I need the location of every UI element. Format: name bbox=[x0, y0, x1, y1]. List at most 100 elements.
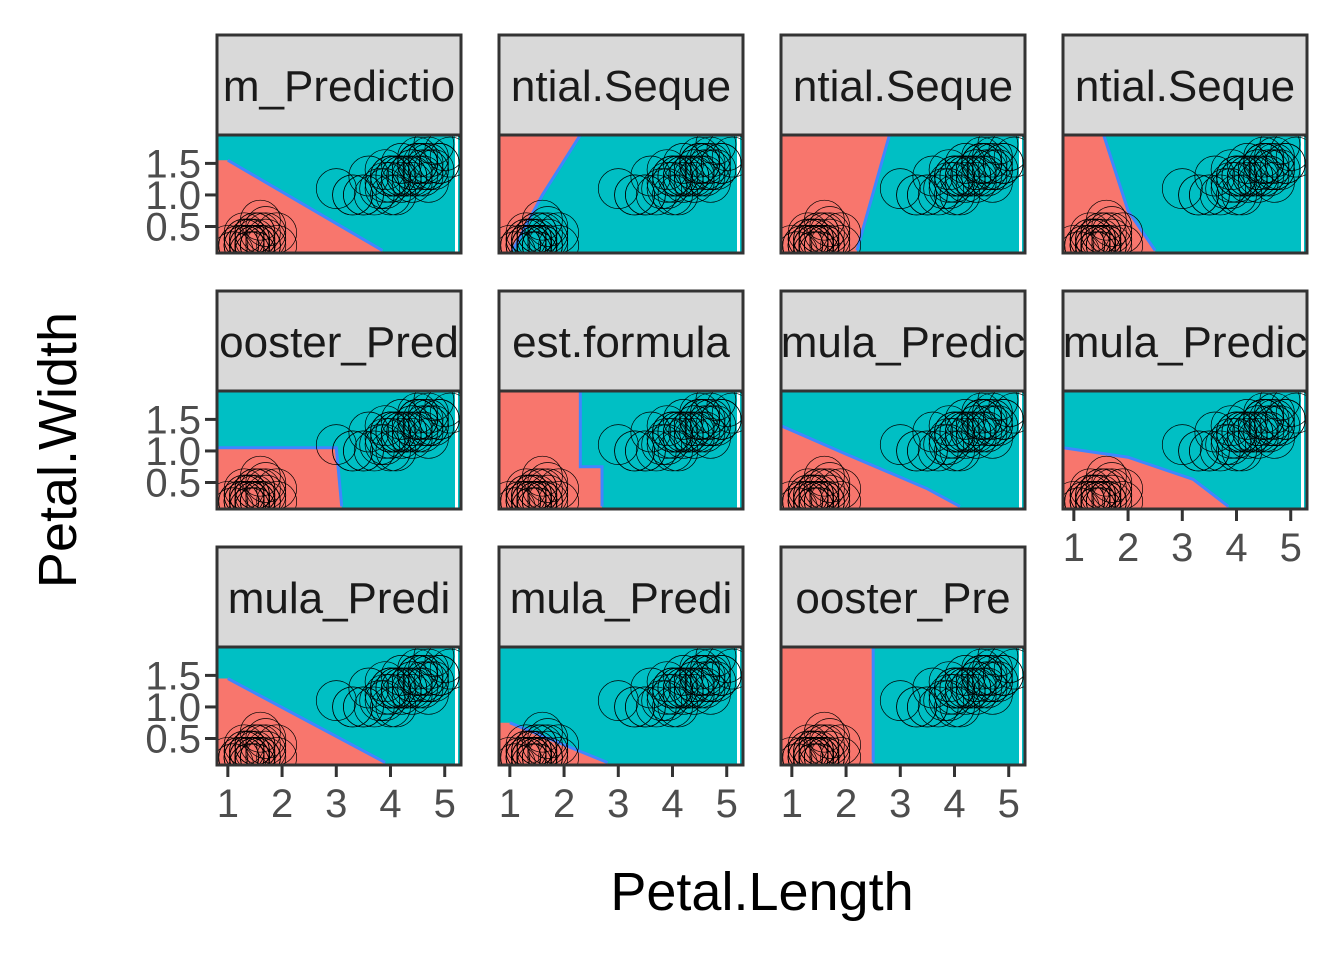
data-point bbox=[657, 430, 699, 472]
data-point bbox=[955, 155, 997, 197]
data-point bbox=[793, 218, 834, 253]
data-point bbox=[511, 225, 552, 253]
facet-strip-label: ntial.Seque bbox=[511, 62, 731, 111]
x-tick-label: 2 bbox=[1117, 526, 1139, 570]
data-point bbox=[256, 225, 297, 253]
grid-line bbox=[1019, 135, 1022, 253]
data-point bbox=[955, 411, 997, 453]
data-point bbox=[641, 680, 683, 721]
data-point bbox=[782, 481, 824, 509]
data-point bbox=[966, 149, 1008, 191]
facet-panel: mula_Predic bbox=[1061, 289, 1309, 511]
x-tick-label: 5 bbox=[1280, 526, 1302, 570]
data-point bbox=[424, 391, 461, 428]
data-point bbox=[381, 411, 422, 453]
data-point bbox=[966, 143, 1008, 184]
facet-panel: est.formula bbox=[497, 289, 745, 511]
data-point bbox=[939, 155, 981, 197]
grid-line bbox=[737, 647, 740, 765]
panel-border bbox=[1061, 389, 1309, 511]
data-point bbox=[804, 711, 845, 753]
data-point bbox=[391, 149, 433, 191]
decision-boundary bbox=[217, 446, 344, 507]
x-axis-title: Petal.Length bbox=[610, 862, 913, 922]
data-point bbox=[945, 673, 986, 715]
data-point bbox=[413, 405, 455, 447]
data-point bbox=[381, 673, 422, 715]
data-point bbox=[934, 174, 975, 216]
data-point bbox=[597, 168, 639, 209]
panel-border bbox=[497, 133, 745, 255]
facet-strip bbox=[215, 545, 463, 649]
data-point bbox=[955, 161, 997, 203]
region-class-a bbox=[217, 160, 383, 253]
data-point bbox=[939, 411, 981, 453]
data-point bbox=[646, 673, 688, 715]
data-point bbox=[511, 730, 552, 765]
data-point bbox=[332, 174, 373, 216]
decision-boundary bbox=[1063, 446, 1230, 508]
x-tick-label: 3 bbox=[607, 782, 629, 826]
x-tick-label: 2 bbox=[553, 782, 575, 826]
data-point bbox=[1237, 417, 1279, 459]
data-point bbox=[695, 391, 737, 421]
data-point bbox=[1221, 411, 1263, 453]
data-point bbox=[923, 424, 965, 465]
data-point bbox=[522, 481, 563, 509]
data-point bbox=[391, 667, 433, 709]
grid-line bbox=[1019, 647, 1022, 765]
data-point bbox=[923, 168, 965, 209]
data-point bbox=[972, 405, 1013, 447]
data-point bbox=[381, 155, 422, 197]
data-point bbox=[527, 730, 569, 765]
data-point bbox=[413, 135, 455, 165]
data-point bbox=[1232, 411, 1274, 453]
data-point bbox=[1064, 481, 1106, 509]
x-tick-label: 4 bbox=[943, 782, 965, 826]
data-point bbox=[505, 474, 547, 509]
panel-border bbox=[779, 645, 1027, 767]
data-point bbox=[684, 143, 726, 184]
data-point bbox=[668, 667, 710, 709]
data-point bbox=[673, 155, 715, 197]
data-point bbox=[1064, 225, 1106, 253]
data-point bbox=[950, 411, 992, 453]
data-point bbox=[1221, 174, 1263, 216]
data-point bbox=[1232, 155, 1274, 197]
data-point bbox=[646, 417, 688, 459]
data-point bbox=[1216, 174, 1257, 216]
data-point bbox=[993, 392, 1025, 434]
data-point bbox=[527, 737, 569, 765]
data-point bbox=[511, 481, 552, 509]
data-point bbox=[240, 481, 281, 509]
data-point bbox=[500, 481, 542, 509]
data-point bbox=[245, 737, 287, 765]
decision-boundary bbox=[781, 424, 961, 508]
data-point bbox=[234, 730, 276, 765]
data-point bbox=[934, 667, 975, 709]
facet-panel: mula_Predi bbox=[497, 545, 745, 767]
data-point bbox=[229, 481, 270, 509]
data-point bbox=[939, 686, 981, 728]
data-point bbox=[364, 161, 406, 203]
decision-boundary bbox=[855, 135, 891, 251]
data-point bbox=[945, 161, 986, 203]
facet-panel: ntial.Seque bbox=[497, 33, 745, 255]
data-point bbox=[1216, 161, 1257, 203]
facet-strip-label: ntial.Seque bbox=[1075, 62, 1295, 111]
data-point bbox=[652, 161, 693, 203]
data-point bbox=[516, 474, 558, 509]
data-point bbox=[787, 218, 829, 253]
data-point bbox=[950, 667, 992, 709]
grid-line bbox=[1301, 135, 1304, 253]
data-point bbox=[966, 405, 1008, 447]
data-point bbox=[977, 135, 1019, 165]
data-point bbox=[424, 647, 461, 684]
data-point bbox=[381, 667, 422, 709]
data-point bbox=[245, 474, 287, 509]
data-point bbox=[364, 673, 406, 715]
data-point bbox=[1270, 391, 1307, 428]
data-point bbox=[217, 225, 249, 253]
data-point bbox=[1221, 430, 1263, 472]
data-point bbox=[1069, 225, 1111, 253]
